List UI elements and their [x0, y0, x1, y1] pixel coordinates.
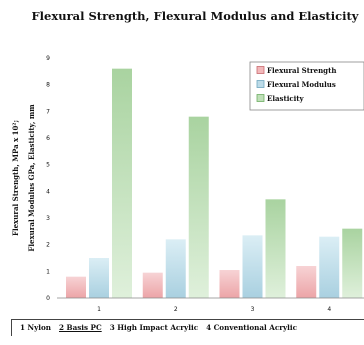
category-key-item: 3 High Impact Acrylic [109, 323, 199, 332]
axes: 0 1 2 3 4 5 6 7 8 9 Flexural Strength, MPa x 10²; F… [11, 55, 364, 313]
y-axis-label: Flexural Modulus GPa, Elasticity, mm [27, 104, 36, 252]
legend-label: Flexural Modulus [267, 80, 336, 89]
y-tick-label: 8 [46, 82, 50, 89]
y-tick-label: 1 [46, 268, 50, 275]
y-tick-label: 6 [46, 135, 50, 142]
y-tick-label: 3 [46, 215, 50, 222]
x-tick-label: 4 [327, 306, 331, 313]
bar-elasticity-2 [188, 116, 209, 299]
bar-flexural-modulus-2 [165, 239, 186, 298]
y-tick-label: 9 [46, 55, 50, 62]
y-tick-label: 2 [46, 242, 50, 249]
chart-title: Flexural Strength, Flexural Modulus and … [31, 9, 359, 23]
bar-flexural-strength-2 [142, 272, 163, 298]
legend-swatch [256, 94, 265, 102]
bar-flexural-modulus-3 [242, 235, 263, 298]
legend-swatch [256, 66, 265, 74]
x-tick-label: 3 [251, 306, 255, 313]
y-tick-label: 4 [46, 188, 50, 195]
bar-flexural-modulus-1 [89, 258, 109, 298]
bar-flexural-strength-4 [296, 266, 317, 298]
bars [66, 68, 363, 299]
bar-flexural-strength-3 [219, 270, 240, 298]
y-tick-label: 5 [46, 162, 50, 169]
bar-elasticity-4 [342, 228, 363, 298]
y-tick-label: 0 [46, 295, 50, 302]
category-key: 1 Nylon 2 Basis PC 3 High Impact Acrylic 4 … [11, 319, 364, 336]
legend: Flexural Strength Flexural Modulus Elastic… [249, 61, 364, 111]
legend-label: Flexural Strength [267, 66, 336, 75]
bar-flexural-modulus-4 [319, 236, 340, 298]
bar-elasticity-1 [112, 68, 132, 299]
bar-elasticity-3 [265, 199, 286, 298]
y-tick-label: 7 [46, 108, 50, 115]
y-axis-label: Flexural Strength, MPa x 10²; [11, 120, 20, 236]
legend-box [249, 61, 364, 111]
bar-flexural-strength-1 [66, 276, 86, 298]
x-tick-label: 2 [174, 306, 178, 313]
category-key-item: 2 Basis PC [59, 323, 102, 332]
legend-label: Elasticity [267, 94, 305, 103]
category-key-item: 1 Nylon [20, 323, 51, 332]
legend-swatch [256, 80, 265, 88]
category-key-item: 4 Conventional Acrylic [206, 323, 298, 332]
x-tick-label: 1 [97, 306, 101, 313]
